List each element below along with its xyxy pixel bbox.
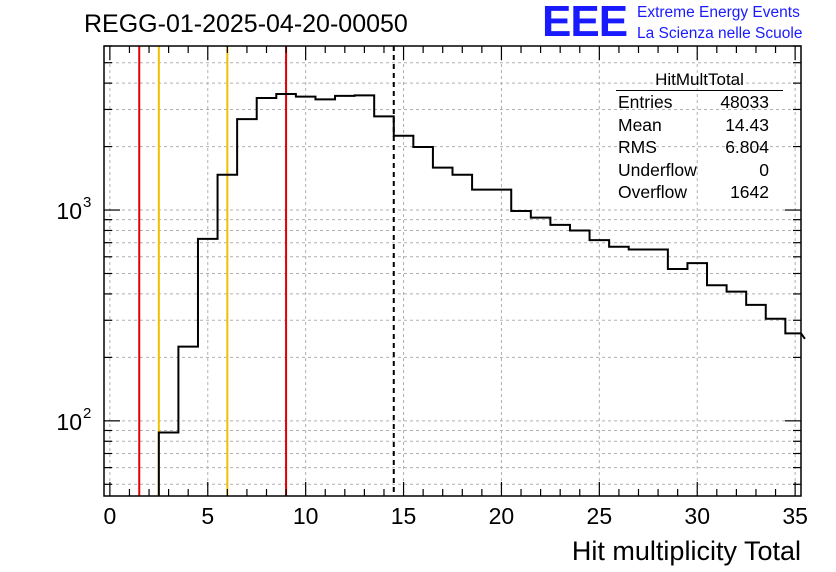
stats-label: RMS bbox=[618, 137, 657, 158]
x-tick-label: 5 bbox=[201, 503, 214, 529]
histogram-line bbox=[157, 93, 806, 496]
stats-label: Entries bbox=[618, 92, 673, 112]
y-tick-exponent: 3 bbox=[83, 194, 91, 211]
stats-value: 0 bbox=[759, 159, 769, 180]
stats-value: 1642 bbox=[730, 182, 769, 203]
stats-row-overflow: Overflow 1642 bbox=[608, 181, 779, 204]
y-tick-label: 10 bbox=[56, 198, 82, 224]
histogram-series bbox=[157, 93, 806, 496]
eee-logo: EEE bbox=[542, 0, 628, 46]
stats-value: 14.43 bbox=[725, 114, 769, 135]
stats-box: HitMultTotal Entries 48033 Mean 14.43 RM… bbox=[608, 70, 783, 204]
stats-row-entries: Entries 48033 bbox=[608, 91, 779, 114]
x-tick-label: 15 bbox=[391, 503, 417, 529]
stats-row-rms: RMS 6.804 bbox=[608, 136, 779, 159]
grid-lines bbox=[104, 45, 801, 496]
logo-line-2: La Scienza nelle Scuole bbox=[637, 25, 803, 42]
stats-label: Underflow bbox=[618, 159, 697, 180]
x-axis-label: Hit multiplicity Total bbox=[572, 536, 801, 566]
y-tick-exponent: 2 bbox=[83, 405, 91, 422]
x-tick-label: 0 bbox=[103, 503, 116, 529]
logo-line-1: Extreme Energy Events bbox=[637, 4, 800, 21]
x-tick-label: 35 bbox=[782, 503, 808, 529]
x-tick-label: 25 bbox=[587, 503, 613, 529]
plot-frame bbox=[103, 45, 802, 497]
stats-value: 48033 bbox=[720, 92, 769, 112]
y-tick-label: 10 bbox=[56, 409, 82, 435]
stats-title: HitMultTotal bbox=[616, 70, 783, 91]
chart-title: REGG-01-2025-04-20-00050 bbox=[84, 10, 408, 38]
stats-row-underflow: Underflow 0 bbox=[608, 159, 779, 182]
stats-label: Mean bbox=[618, 114, 662, 135]
x-tick-label: 30 bbox=[684, 503, 710, 529]
x-tick-label: 20 bbox=[489, 503, 515, 529]
stats-value: 6.804 bbox=[725, 137, 769, 158]
x-tick-label: 10 bbox=[293, 503, 319, 529]
stats-row-mean: Mean 14.43 bbox=[608, 114, 779, 137]
stats-label: Overflow bbox=[618, 182, 688, 203]
